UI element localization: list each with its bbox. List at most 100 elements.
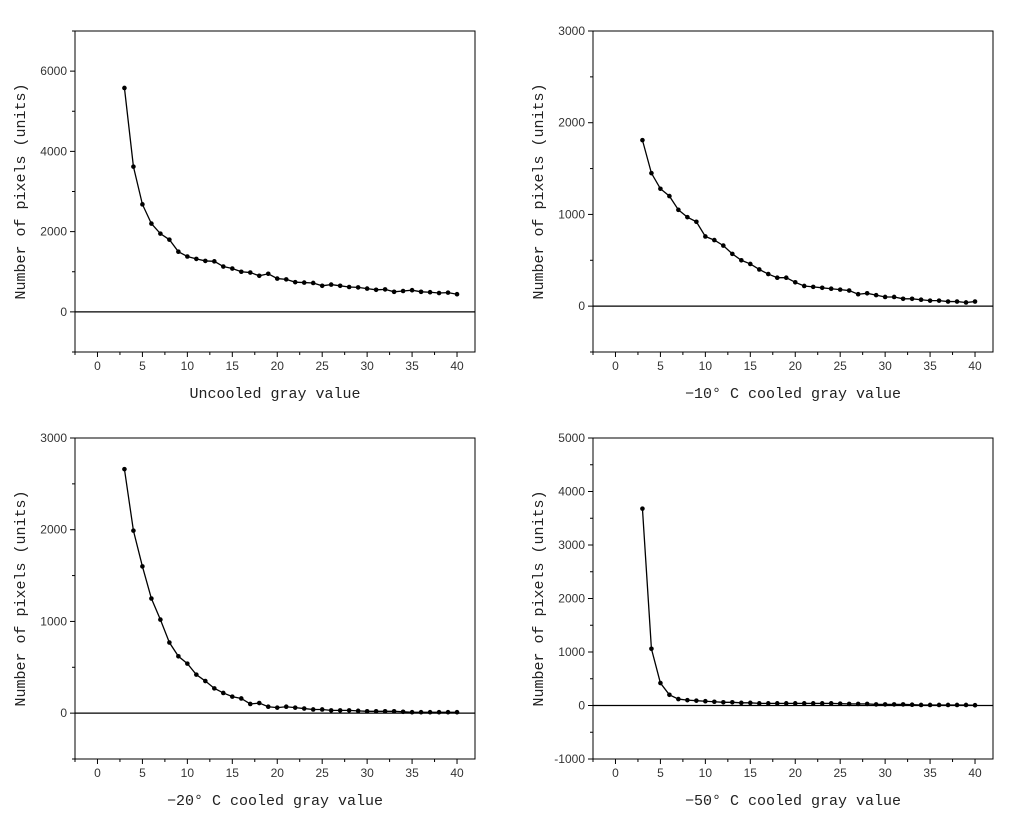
data-point bbox=[846, 288, 852, 293]
data-point bbox=[900, 296, 906, 302]
data-point bbox=[256, 273, 262, 279]
data-point bbox=[837, 701, 843, 706]
data-point bbox=[819, 285, 825, 291]
data-point bbox=[855, 291, 861, 297]
data-point bbox=[373, 709, 379, 714]
data-point bbox=[685, 214, 690, 220]
data-point bbox=[954, 702, 960, 708]
y-tick-label: 1000 bbox=[558, 207, 585, 221]
data-point bbox=[194, 256, 199, 262]
data-point bbox=[310, 280, 316, 286]
data-point bbox=[882, 294, 888, 300]
data-point bbox=[131, 528, 136, 533]
data-point bbox=[640, 506, 645, 511]
data-point bbox=[936, 702, 942, 708]
plot-frame bbox=[592, 437, 994, 760]
data-point bbox=[283, 704, 289, 710]
x-axis-label: −10° C cooled gray value bbox=[685, 386, 901, 403]
data-point bbox=[774, 701, 780, 706]
x-axis-label: −50° C cooled gray value bbox=[685, 793, 901, 810]
x-tick-label: 35 bbox=[923, 359, 937, 373]
data-point bbox=[739, 257, 744, 263]
data-point bbox=[310, 707, 316, 712]
x-tick-label: 0 bbox=[94, 766, 101, 780]
data-point bbox=[221, 264, 226, 269]
x-tick-label: 35 bbox=[405, 359, 419, 373]
data-point bbox=[945, 299, 951, 304]
data-point bbox=[676, 696, 681, 702]
data-point bbox=[265, 704, 271, 710]
chart-panel-2: 0 5 10 15 20 25 30 35 40 0 1000 2000 3000 −10° C cool… bbox=[531, 24, 994, 403]
data-point bbox=[454, 709, 460, 715]
x-tick-label: 15 bbox=[744, 766, 758, 780]
data-point bbox=[712, 237, 717, 243]
chart-panel-3: 0 5 10 15 20 25 30 35 40 0 1000 2000 3000 −20° C cool… bbox=[13, 431, 476, 810]
data-point bbox=[792, 701, 798, 706]
x-axis-label: −20° C cooled gray value bbox=[167, 793, 383, 810]
data-point bbox=[694, 698, 699, 703]
data-point bbox=[230, 694, 235, 699]
data-point bbox=[238, 696, 244, 701]
y-axis-label: Number of pixels (units) bbox=[531, 83, 548, 299]
x-tick-label: 20 bbox=[271, 766, 285, 780]
data-point bbox=[247, 701, 253, 707]
plot-frame bbox=[592, 30, 994, 353]
data-point bbox=[891, 702, 897, 707]
data-point bbox=[909, 296, 915, 302]
data-point bbox=[900, 702, 906, 707]
data-point bbox=[873, 702, 879, 707]
series-line bbox=[123, 87, 458, 295]
data-point bbox=[391, 709, 397, 714]
data-point bbox=[400, 709, 406, 715]
data-point bbox=[703, 698, 708, 704]
data-point bbox=[230, 266, 235, 271]
data-point bbox=[436, 290, 442, 296]
y-tick-label: 2000 bbox=[558, 592, 585, 606]
chart-panel-4: 0 5 10 15 20 25 30 35 40 -1000 0 1000 2000 3000 4000 50… bbox=[531, 431, 994, 810]
data-point bbox=[810, 284, 816, 290]
data-point bbox=[373, 287, 379, 293]
x-tick-label: 20 bbox=[271, 359, 285, 373]
data-point bbox=[721, 243, 726, 248]
x-tick-label: 15 bbox=[744, 359, 758, 373]
data-point bbox=[810, 701, 816, 706]
data-point bbox=[873, 292, 879, 298]
x-tick-label: 35 bbox=[923, 766, 937, 780]
data-point bbox=[828, 286, 834, 292]
data-point bbox=[649, 646, 654, 652]
data-point bbox=[918, 702, 924, 708]
data-point bbox=[945, 702, 951, 708]
data-point bbox=[391, 289, 397, 295]
data-point bbox=[409, 287, 415, 293]
x-tick-label: 10 bbox=[181, 766, 195, 780]
y-tick-label: 6000 bbox=[40, 64, 67, 78]
data-point bbox=[400, 288, 406, 294]
data-point bbox=[221, 690, 226, 696]
x-tick-label: 15 bbox=[226, 766, 240, 780]
data-point bbox=[748, 261, 753, 267]
data-point bbox=[247, 270, 253, 275]
data-point bbox=[158, 231, 163, 236]
x-tick-label: 40 bbox=[450, 766, 464, 780]
data-point bbox=[194, 672, 199, 677]
data-point bbox=[927, 702, 933, 708]
data-point bbox=[918, 297, 924, 303]
x-tick-label: 30 bbox=[360, 766, 374, 780]
x-tick-label: 0 bbox=[612, 766, 619, 780]
data-point bbox=[721, 699, 726, 705]
x-tick-label: 20 bbox=[789, 766, 803, 780]
y-tick-label: 3000 bbox=[40, 431, 67, 445]
y-tick-label: -1000 bbox=[554, 752, 585, 766]
data-point bbox=[238, 269, 244, 275]
data-point bbox=[364, 286, 370, 291]
data-point bbox=[954, 299, 960, 304]
y-tick-label: 1000 bbox=[40, 614, 67, 628]
data-point bbox=[730, 251, 735, 257]
data-point bbox=[855, 701, 861, 707]
y-tick-label: 4000 bbox=[40, 144, 67, 158]
x-tick-label: 10 bbox=[699, 766, 713, 780]
data-point bbox=[730, 699, 735, 705]
data-point bbox=[454, 291, 460, 297]
x-tick-label: 30 bbox=[360, 359, 374, 373]
data-point bbox=[819, 701, 825, 706]
